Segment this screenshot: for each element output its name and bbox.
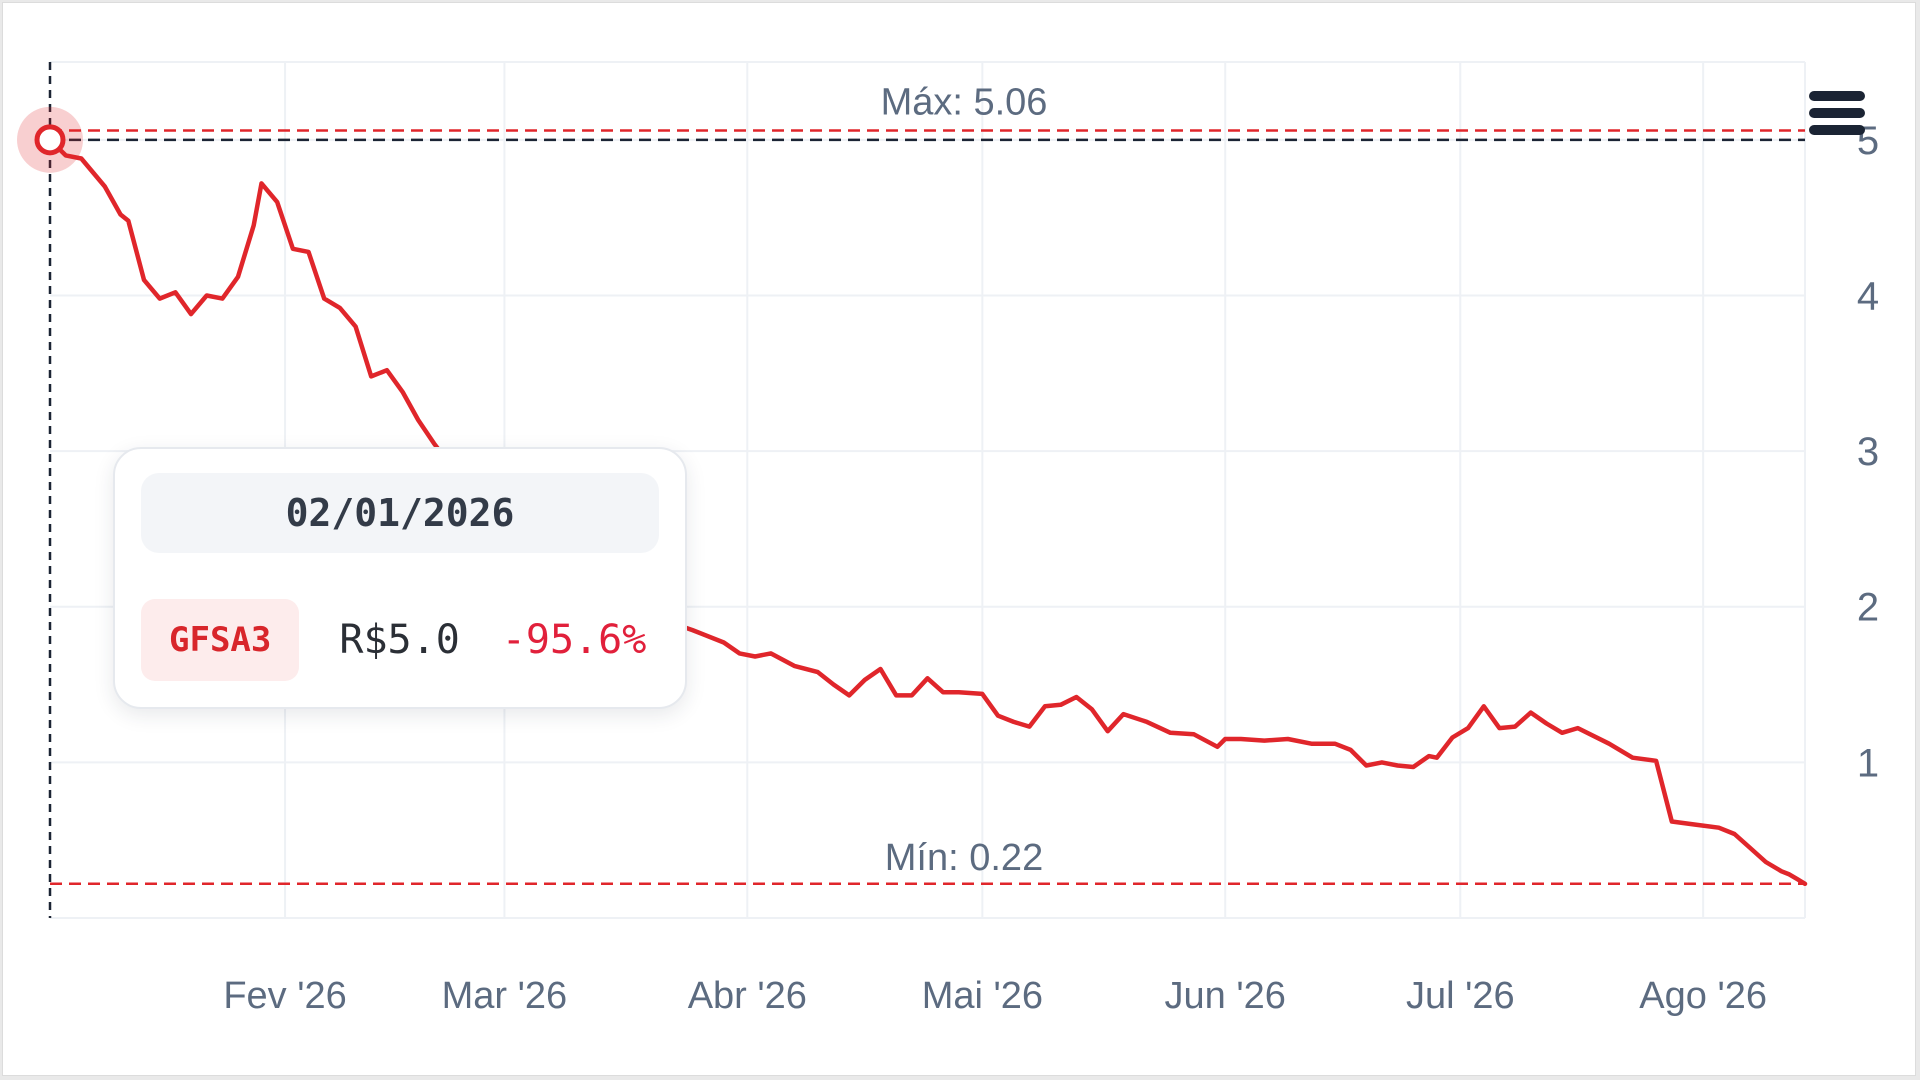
chart-reference-lines [48, 62, 1805, 918]
x-tick-label: Mar '26 [442, 975, 568, 1017]
x-tick-label: Jul '26 [1406, 975, 1515, 1017]
series-line [47, 137, 1808, 887]
x-tick-label: Jun '26 [1165, 975, 1286, 1017]
x-tick-label: Abr '26 [688, 975, 807, 1017]
y-tick-label: 4 [1857, 274, 1879, 318]
y-tick-label: 1 [1857, 741, 1879, 785]
x-tick-label: Mai '26 [922, 975, 1043, 1017]
chart-marker [17, 106, 83, 173]
x-tick-label: Ago '26 [1639, 975, 1767, 1017]
y-tick-label: 3 [1857, 430, 1879, 474]
chart-tooltip: 02/01/2026 GFSA3 R$5.0 -95.6% [113, 447, 687, 709]
tooltip-ticker-badge: GFSA3 [141, 599, 300, 681]
tooltip-price: R$5.0 [339, 617, 460, 663]
max-label: Máx: 5.06 [881, 81, 1048, 123]
min-label: Mín: 0.22 [885, 837, 1043, 879]
y-tick-label: 2 [1857, 586, 1879, 630]
tooltip-date: 02/01/2026 [141, 473, 659, 553]
marker-point [34, 124, 66, 156]
tooltip-change: -95.6% [501, 617, 647, 663]
tooltip-row: GFSA3 R$5.0 -95.6% [141, 599, 665, 681]
hamburger-menu-icon[interactable] [1806, 88, 1868, 138]
chart-series [47, 137, 1808, 887]
x-tick-label: Fev '26 [223, 975, 346, 1017]
